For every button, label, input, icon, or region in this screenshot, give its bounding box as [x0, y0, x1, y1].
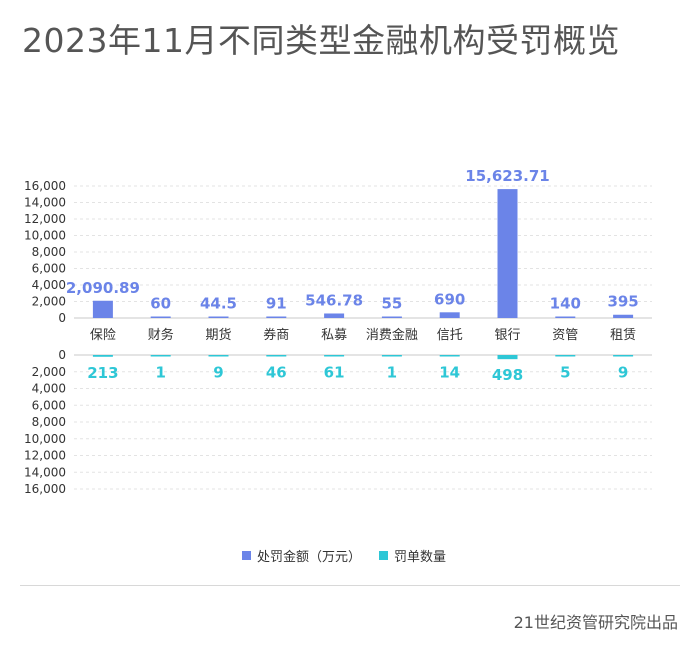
bar-count	[555, 355, 576, 357]
category-label: 租赁	[610, 328, 636, 343]
data-label-count: 1	[155, 364, 165, 382]
bar-count	[497, 355, 518, 360]
data-label-count: 5	[560, 364, 570, 382]
data-label-amount: 55	[381, 295, 402, 313]
bar-amount	[266, 316, 287, 318]
category-label: 券商	[263, 327, 289, 343]
data-label-count: 498	[492, 366, 523, 384]
legend-item-count[interactable]: 罚单数量	[379, 546, 446, 565]
data-label-count: 9	[618, 364, 628, 382]
data-label-amount: 60	[150, 295, 171, 313]
y-tick-label-top: 10,000	[24, 229, 66, 243]
bar-amount	[324, 313, 345, 318]
bar-count	[381, 355, 402, 357]
y-tick-label-bottom: 14,000	[24, 465, 66, 479]
category-label: 消费金融	[366, 327, 418, 343]
bar-count	[324, 355, 345, 357]
bar-amount	[613, 314, 634, 318]
data-label-amount: 2,090.89	[66, 279, 140, 297]
y-tick-label-bottom: 4,000	[32, 382, 66, 396]
y-tick-label-bottom: 0	[58, 348, 66, 362]
y-tick-label-top: 0	[58, 311, 66, 325]
category-label: 银行	[494, 328, 520, 343]
y-tick-label-top: 4,000	[32, 278, 66, 292]
y-tick-label-bottom: 8,000	[32, 415, 66, 429]
y-tick-label-top: 12,000	[24, 212, 66, 226]
data-label-count: 1	[387, 364, 397, 382]
y-tick-label-top: 8,000	[32, 245, 66, 259]
data-label-amount: 395	[607, 293, 638, 311]
chart-title: 2023年11月不同类型金融机构受罚概览	[22, 21, 620, 60]
bar-amount	[439, 312, 460, 318]
data-label-amount: 140	[550, 295, 581, 313]
data-label-amount: 546.78	[305, 291, 363, 309]
category-label: 信托	[437, 328, 463, 343]
y-tick-label-top: 16,000	[24, 179, 66, 193]
bar-count	[266, 355, 287, 357]
data-label-amount: 91	[266, 295, 287, 313]
bar-count	[439, 355, 460, 357]
legend-label-amount: 处罚金额（万元）	[257, 550, 362, 565]
y-tick-label-bottom: 6,000	[32, 398, 66, 412]
data-label-count: 213	[87, 364, 118, 382]
bar-count	[92, 355, 113, 357]
bar-amount	[497, 189, 518, 318]
legend: 处罚金额（万元） 罚单数量	[242, 546, 446, 565]
bar-count	[208, 355, 229, 357]
category-label: 保险	[90, 328, 116, 343]
data-label-count: 61	[324, 364, 345, 382]
y-tick-label-top: 6,000	[32, 262, 66, 276]
y-tick-label-bottom: 10,000	[24, 432, 66, 446]
bar-amount	[555, 316, 576, 318]
y-tick-label-top: 2,000	[32, 295, 66, 309]
legend-swatch-amount	[242, 551, 251, 560]
bar-count	[613, 355, 634, 357]
category-label: 私募	[321, 328, 347, 343]
data-label-count: 9	[213, 364, 223, 382]
category-label: 资管	[552, 328, 578, 343]
bar-amount	[92, 300, 113, 318]
data-label-count: 14	[439, 364, 460, 382]
bar-count	[150, 355, 171, 357]
data-label-amount: 44.5	[200, 295, 237, 313]
bar-amount	[381, 316, 402, 318]
bar-amount	[208, 316, 229, 318]
bar-amount	[150, 316, 171, 318]
legend-swatch-count	[379, 551, 389, 560]
category-label: 期货	[205, 327, 231, 343]
footer-divider	[20, 585, 680, 586]
y-tick-label-top: 14,000	[24, 196, 66, 210]
legend-item-amount[interactable]: 处罚金额（万元）	[242, 546, 361, 565]
y-tick-label-bottom: 16,000	[24, 482, 66, 496]
data-label-count: 46	[266, 364, 287, 382]
legend-label-count: 罚单数量	[394, 550, 447, 565]
chart-canvas: 02,0004,0006,0008,00010,00012,00014,0001…	[24, 167, 652, 496]
footer-credit: 21世纪资管研究院出品	[513, 613, 678, 632]
data-label-amount: 690	[434, 290, 465, 308]
category-label: 财务	[148, 327, 174, 343]
data-label-amount: 15,623.71	[465, 167, 549, 185]
y-tick-label-bottom: 2,000	[32, 365, 66, 379]
y-tick-label-bottom: 12,000	[24, 449, 66, 463]
